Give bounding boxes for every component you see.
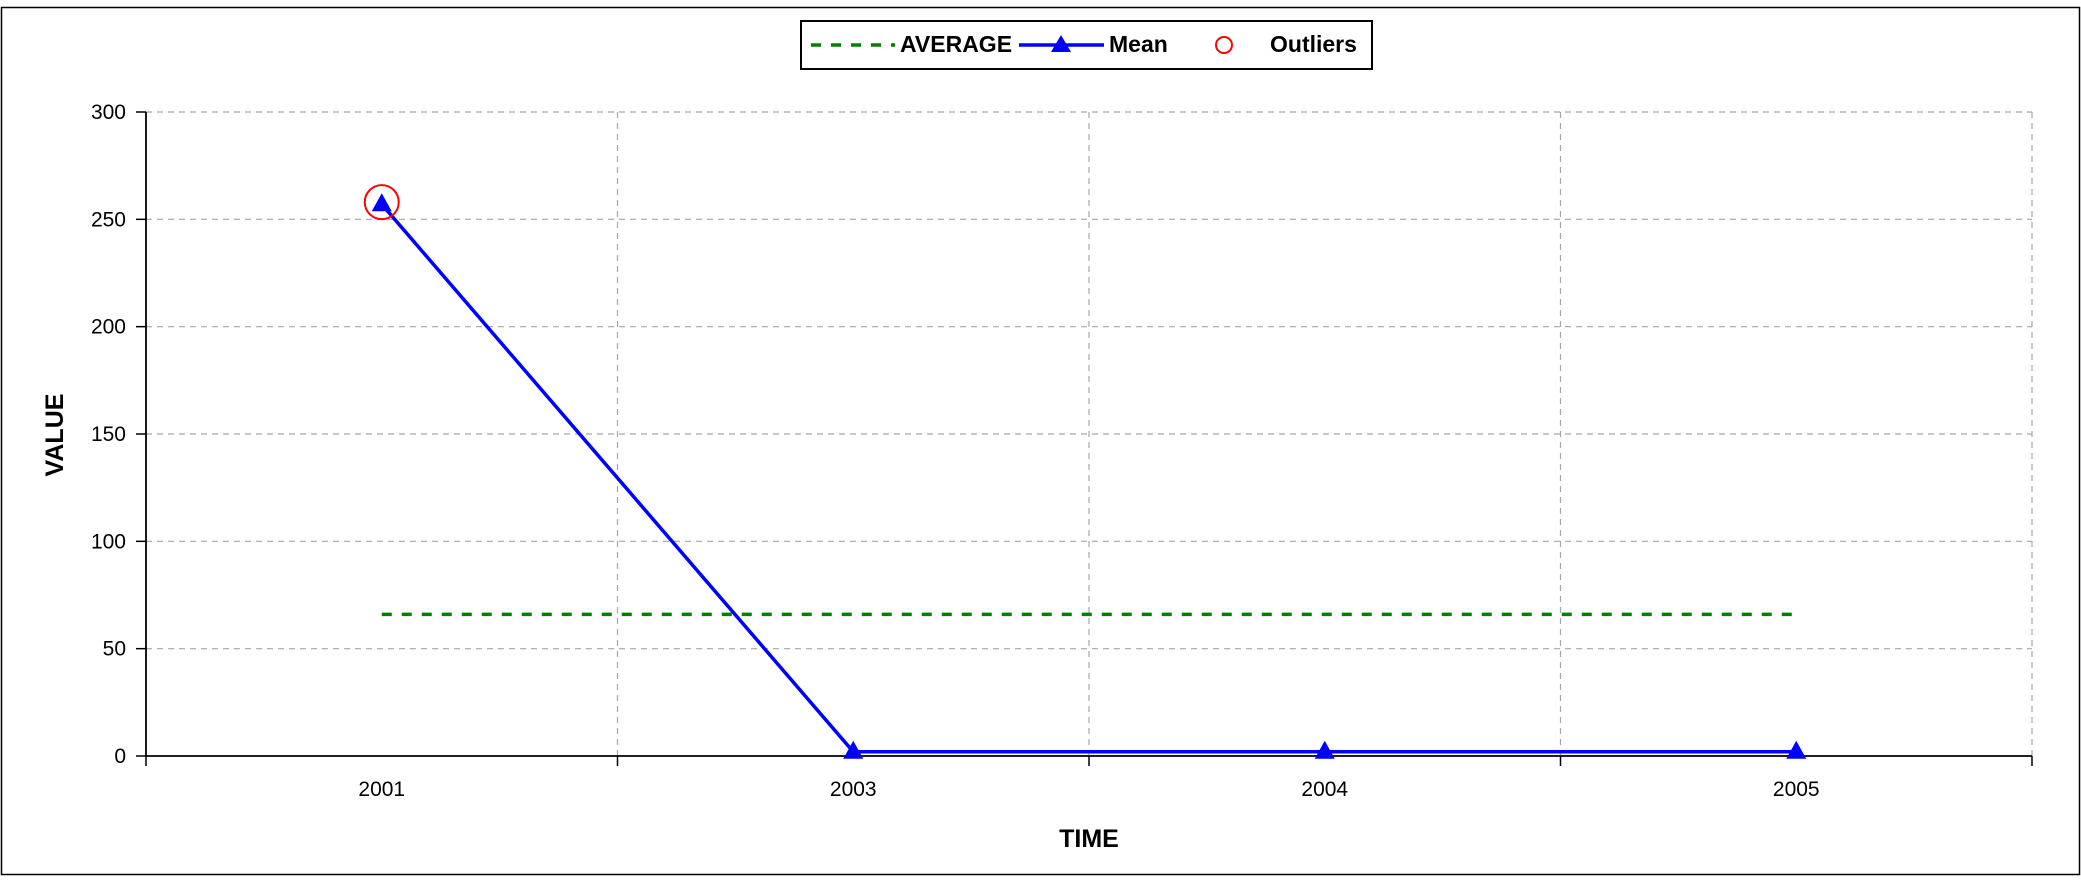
mean-point xyxy=(843,740,864,759)
mean-series-line xyxy=(380,203,1797,754)
series xyxy=(363,184,1807,759)
x-tick-label: 2003 xyxy=(830,778,877,801)
legend-mean-marker xyxy=(1051,35,1071,52)
mean-point xyxy=(1786,740,1807,759)
y-tick-label: 300 xyxy=(91,101,126,124)
legend-average-label: AVERAGE xyxy=(900,31,1012,57)
chart-border xyxy=(0,6,2081,876)
outliers-point xyxy=(363,184,400,221)
legend: AVERAGE Mean Outliers xyxy=(800,20,1373,70)
legend-outliers-label: Outliers xyxy=(1270,31,1357,57)
mean-point xyxy=(371,193,392,212)
y-tick-label: 100 xyxy=(91,530,126,553)
mean-point xyxy=(1314,740,1335,759)
x-tick-label: 2004 xyxy=(1301,778,1348,801)
x-axis-title: TIME xyxy=(1059,825,1119,853)
gridlines xyxy=(146,111,2033,756)
y-axis-title: VALUE xyxy=(41,394,69,477)
y-tick-label: 0 xyxy=(114,745,126,768)
y-tick-label: 50 xyxy=(103,638,126,661)
legend-outliers-marker xyxy=(1215,36,1233,54)
y-tick-label: 200 xyxy=(91,316,126,339)
axes: 0 50 100 150 200 250 300 2001 2003 2004 2005 xyxy=(91,101,2033,801)
legend-mean-label: Mean xyxy=(1109,31,1168,57)
y-tick-label: 250 xyxy=(91,208,126,231)
x-tick-label: 2001 xyxy=(358,778,405,801)
y-tick-label: 150 xyxy=(91,423,126,446)
x-tick-label: 2005 xyxy=(1773,778,1820,801)
